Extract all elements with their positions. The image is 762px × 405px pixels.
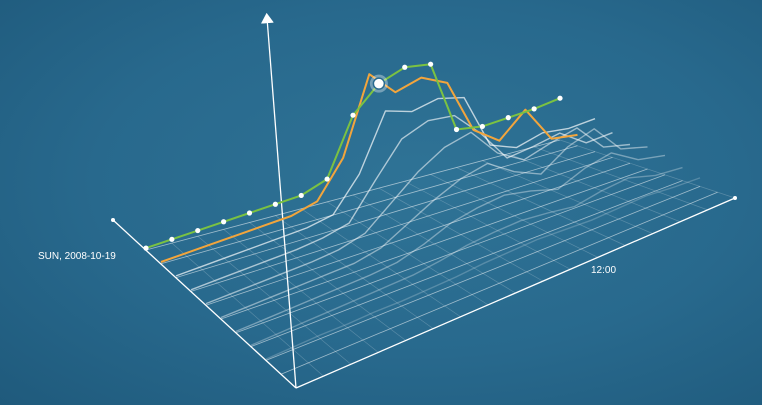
data-point[interactable] xyxy=(350,112,356,118)
grid-line-time xyxy=(378,187,544,282)
data-point[interactable] xyxy=(324,176,330,182)
time-tick-label: 12:00 xyxy=(591,265,616,276)
grid-line-depth xyxy=(190,157,613,292)
data-point[interactable] xyxy=(557,95,563,101)
data-point[interactable] xyxy=(428,61,434,67)
series-line xyxy=(160,73,578,263)
grid-line-time xyxy=(249,222,406,341)
grid-line-time xyxy=(197,235,352,365)
date-label: SUN, 2008-10-19 xyxy=(38,251,116,262)
series-line xyxy=(190,114,613,291)
grid-line-depth xyxy=(280,191,718,375)
grid-line-time xyxy=(171,242,324,377)
data-point[interactable] xyxy=(298,192,304,199)
grid-line-depth xyxy=(145,139,561,251)
grid-line-depth xyxy=(160,145,578,265)
highlighted-point[interactable] xyxy=(372,77,386,90)
data-point[interactable] xyxy=(402,64,408,70)
grid-line-depth xyxy=(175,151,596,278)
day-axis xyxy=(112,219,297,389)
data-point[interactable] xyxy=(221,219,227,225)
grid-line-time xyxy=(430,174,598,258)
grid-line-time xyxy=(508,153,681,223)
data-point[interactable] xyxy=(246,210,253,216)
data-point[interactable] xyxy=(195,227,201,234)
front-series-points xyxy=(143,61,563,251)
series-line xyxy=(220,128,648,319)
data-point[interactable] xyxy=(531,106,537,112)
data-point[interactable] xyxy=(479,123,485,130)
series-line xyxy=(205,127,631,305)
grid-line-time xyxy=(559,139,736,199)
time-axis-end-dot xyxy=(733,196,737,200)
series-line xyxy=(175,96,596,277)
grid-line-depth xyxy=(235,174,666,334)
grid-line-time xyxy=(482,160,653,234)
grid-line-time xyxy=(352,194,516,294)
grid-line-depth xyxy=(220,168,648,320)
grid-line-time xyxy=(326,201,489,306)
day-axis-end-dot xyxy=(111,218,115,222)
grid-line-time xyxy=(456,167,626,246)
data-point[interactable] xyxy=(143,245,149,251)
series-line xyxy=(250,166,683,346)
grid-line-time xyxy=(404,180,571,270)
time-axis xyxy=(295,197,736,389)
grid-line-depth xyxy=(205,162,631,306)
grid-line-time xyxy=(301,208,461,318)
data-point[interactable] xyxy=(272,201,278,207)
data-point[interactable] xyxy=(505,115,511,121)
grid-line-time xyxy=(223,229,379,353)
grid-line-depth xyxy=(265,186,701,361)
grid-line-depth xyxy=(250,180,683,347)
series-line xyxy=(235,152,666,333)
data-point[interactable] xyxy=(453,126,460,133)
data-point[interactable] xyxy=(169,236,175,242)
floor-grid xyxy=(145,139,736,389)
grid-line-time xyxy=(534,146,708,211)
series-line xyxy=(265,177,701,360)
grid-line-time xyxy=(275,215,434,329)
